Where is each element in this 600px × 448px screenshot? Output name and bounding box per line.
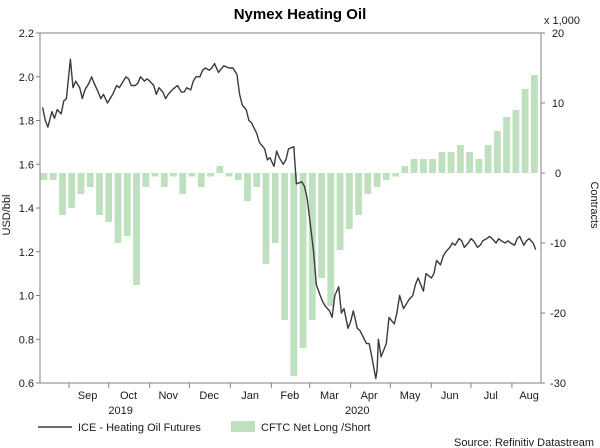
bar: [447, 152, 455, 173]
left-tick-label: 1.4: [19, 203, 34, 215]
left-tick-label: 1.0: [19, 291, 34, 303]
left-axis-title: USD/bbl: [1, 195, 13, 236]
bar: [86, 173, 94, 187]
bar: [364, 173, 372, 194]
bar: [244, 173, 251, 201]
bar: [503, 117, 510, 173]
bar: [234, 173, 242, 180]
left-tick-label: 1.6: [19, 159, 34, 171]
x-month-label: Mar: [320, 390, 339, 402]
bar: [40, 173, 48, 180]
x-month-label: Sep: [78, 390, 98, 402]
right-tick-label: 20: [552, 28, 564, 40]
bar: [420, 159, 427, 173]
x-month-label: May: [400, 390, 421, 402]
right-tick-label: 0: [555, 168, 561, 180]
legend-label-line: ICE - Heating Oil Futures: [78, 422, 201, 434]
bar: [123, 173, 131, 236]
bar: [253, 173, 261, 187]
bar: [382, 173, 390, 180]
bar: [114, 173, 122, 243]
bar: [531, 75, 538, 173]
bar: [355, 173, 362, 215]
bar: [290, 173, 298, 376]
x-month-label: Jan: [241, 390, 259, 402]
line-series-heating-oil: [41, 58, 537, 380]
chart-title: Nymex Heating Oil: [234, 6, 367, 23]
right-axis: -30 -20 -10 0 10 20: [541, 28, 566, 390]
x-year-label: 2020: [345, 405, 369, 417]
bar: [160, 173, 168, 187]
legend-label-bar: CFTC Net Long /Short: [261, 422, 370, 434]
bar: [271, 173, 279, 243]
bar: [96, 173, 103, 215]
right-axis-title: Contracts: [588, 181, 600, 229]
x-month-label: Aug: [519, 390, 539, 402]
bar: [77, 173, 85, 194]
bar: [373, 173, 381, 187]
bar: [466, 152, 473, 173]
bar: [512, 110, 520, 173]
bar: [494, 131, 501, 173]
left-tick-label: 1.2: [19, 247, 34, 259]
left-tick-label: 0.8: [19, 334, 34, 346]
bar: [133, 173, 140, 285]
x-month-label: Oct: [120, 390, 137, 402]
bar: [49, 173, 57, 180]
right-tick-label: -20: [550, 308, 566, 320]
x-axis: Sep Oct Nov Dec Jan Feb Mar Apr May Jun Jul Aug 2019…: [68, 383, 539, 417]
bar: [392, 173, 399, 177]
left-tick-label: 2.2: [19, 28, 34, 40]
right-tick-label: -10: [550, 238, 566, 250]
bar: [281, 173, 288, 320]
x-month-label: Jul: [484, 390, 498, 402]
left-tick-label: 2.0: [19, 72, 34, 84]
left-axis: 0.6 0.8 1.0 1.2 1.4 1.6 1.8 2.0 2.2: [19, 28, 40, 390]
bar: [207, 173, 214, 177]
x-year-label: 2019: [108, 405, 132, 417]
bar: [170, 173, 177, 177]
bar: [345, 173, 353, 229]
bar: [438, 152, 446, 173]
bar: [59, 173, 66, 215]
bar: [401, 166, 409, 173]
bar: [68, 173, 76, 208]
right-axis-multiplier: x 1,000: [544, 15, 580, 27]
legend-bar-swatch: [231, 421, 255, 432]
bar: [457, 145, 464, 173]
x-month-label: Dec: [199, 390, 219, 402]
bar: [151, 173, 159, 177]
bar: [475, 159, 483, 173]
left-tick-label: 0.6: [19, 378, 34, 390]
x-month-label: Jun: [441, 390, 459, 402]
bar: [327, 173, 335, 306]
source-note: Source: Refinitiv Datastream: [454, 437, 594, 448]
bar: [188, 173, 196, 177]
right-tick-label: 10: [552, 98, 564, 110]
bar: [521, 89, 529, 173]
bar: [179, 173, 187, 194]
bar: [410, 159, 418, 173]
bar: [225, 173, 233, 177]
bar: [318, 173, 325, 278]
bar: [299, 173, 307, 348]
bar-series-cftc: [40, 75, 538, 376]
bar: [262, 173, 270, 264]
legend: ICE - Heating Oil Futures CFTC Net Long …: [38, 421, 370, 434]
right-tick-label: -30: [550, 378, 566, 390]
x-month-label: Nov: [158, 390, 178, 402]
bar: [336, 173, 344, 250]
x-month-label: Feb: [280, 390, 299, 402]
left-tick-label: 1.8: [19, 116, 34, 128]
bar: [429, 159, 436, 173]
bar: [484, 145, 492, 173]
x-month-label: Apr: [361, 390, 378, 402]
heating-oil-line: [41, 58, 537, 380]
bar: [197, 173, 205, 187]
bar: [216, 166, 224, 173]
bar: [142, 173, 150, 187]
bar: [105, 173, 113, 222]
